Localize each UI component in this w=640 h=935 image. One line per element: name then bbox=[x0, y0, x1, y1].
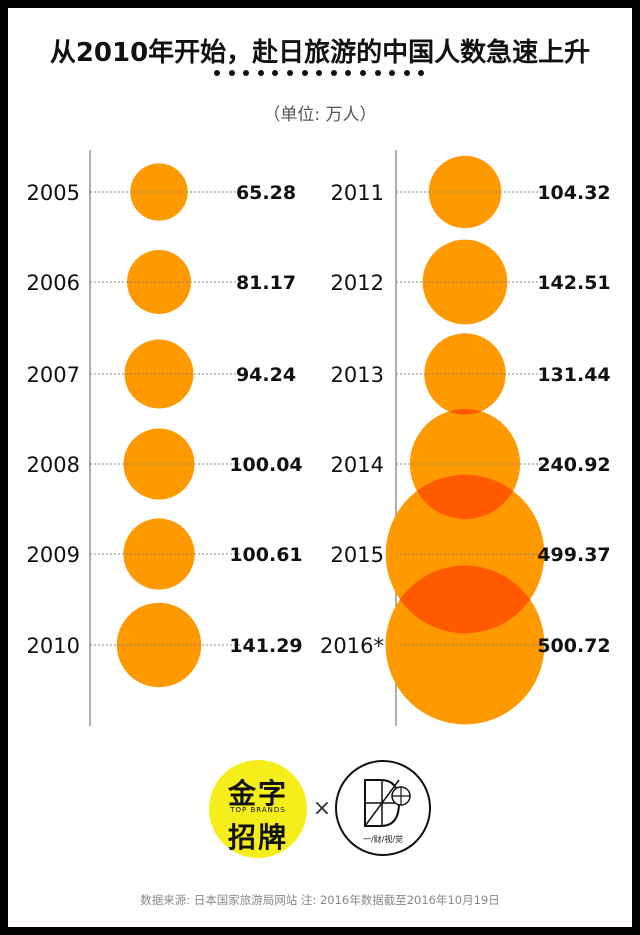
divider-dot bbox=[403, 70, 410, 76]
logo-text-top: 金字 bbox=[227, 777, 288, 810]
value-label: 499.37 bbox=[537, 544, 610, 566]
divider-dot bbox=[287, 70, 293, 76]
divider-dot bbox=[214, 70, 220, 76]
value-label: 65.28 bbox=[236, 182, 296, 204]
logo-text-bottom: 招牌 bbox=[227, 821, 288, 854]
leader-line-layer bbox=[90, 191, 544, 646]
value-label: 104.32 bbox=[537, 182, 610, 204]
divider-dot bbox=[301, 70, 308, 76]
year-label: 2005 bbox=[27, 181, 80, 205]
value-label: 500.72 bbox=[537, 635, 610, 657]
yicai-shijue-logo: 一/财/视/觉 bbox=[335, 760, 431, 856]
divider-dot bbox=[330, 70, 337, 76]
year-label: 2015 bbox=[331, 543, 384, 567]
divider-dot bbox=[243, 70, 250, 76]
divider-dot bbox=[345, 70, 352, 76]
logo-text-brand: TOP BRANDS bbox=[230, 806, 286, 814]
unit-label: （单位: 万人） bbox=[263, 105, 377, 125]
bubble-overlap bbox=[385, 565, 545, 634]
value-label: 142.51 bbox=[537, 272, 610, 294]
divider-dot bbox=[272, 70, 279, 76]
year-label: 2014 bbox=[331, 453, 384, 477]
year-label: 2011 bbox=[331, 181, 384, 205]
value-label: 94.24 bbox=[236, 364, 296, 386]
year-label: 2009 bbox=[27, 543, 80, 567]
logo-caption: 一/财/视/觉 bbox=[363, 834, 403, 844]
source-footnote: 数据来源: 日本国家旅游局网站 注: 2016年数据截至2016年10月19日 bbox=[140, 893, 500, 907]
year-label: 2013 bbox=[331, 363, 384, 387]
bubble-chart: 2005 65.28 2006 81.17 2007 94.24 2008 100.04 200… bbox=[27, 150, 611, 726]
divider-dot bbox=[257, 70, 264, 76]
value-label: 100.04 bbox=[229, 454, 302, 476]
divider-dot bbox=[418, 70, 425, 76]
divider-dot bbox=[374, 70, 381, 76]
divider-dot bbox=[389, 70, 396, 76]
divider-dot bbox=[228, 70, 235, 76]
value-label: 240.92 bbox=[537, 454, 610, 476]
year-label: 2006 bbox=[27, 271, 80, 295]
divider-dot bbox=[316, 70, 323, 76]
year-label: 2008 bbox=[27, 453, 80, 477]
yicai-logo-mark: 一/财/视/觉 bbox=[363, 779, 411, 844]
value-label: 141.29 bbox=[229, 635, 302, 657]
year-label: 2012 bbox=[331, 271, 384, 295]
label-layer: 2005 65.28 2006 81.17 2007 94.24 2008 100.04 200… bbox=[27, 181, 611, 658]
divider-dot bbox=[360, 70, 366, 76]
year-label: 2007 bbox=[27, 363, 80, 387]
year-label: 2016* bbox=[320, 634, 384, 658]
title-dot-divider bbox=[214, 70, 426, 78]
year-label: 2010 bbox=[27, 634, 80, 658]
times-symbol: × bbox=[312, 796, 332, 821]
chart-title: 从2010年开始，赴日旅游的中国人数急速上升 bbox=[49, 38, 591, 68]
value-label: 131.44 bbox=[537, 364, 610, 386]
jinzi-zhaopai-logo: 金字 TOP BRANDS 招牌 bbox=[209, 760, 307, 858]
infographic-card: 从2010年开始，赴日旅游的中国人数急速上升 （单位: 万人） 2005 65.2… bbox=[8, 8, 632, 927]
value-label: 81.17 bbox=[236, 272, 296, 294]
value-label: 100.61 bbox=[229, 544, 302, 566]
